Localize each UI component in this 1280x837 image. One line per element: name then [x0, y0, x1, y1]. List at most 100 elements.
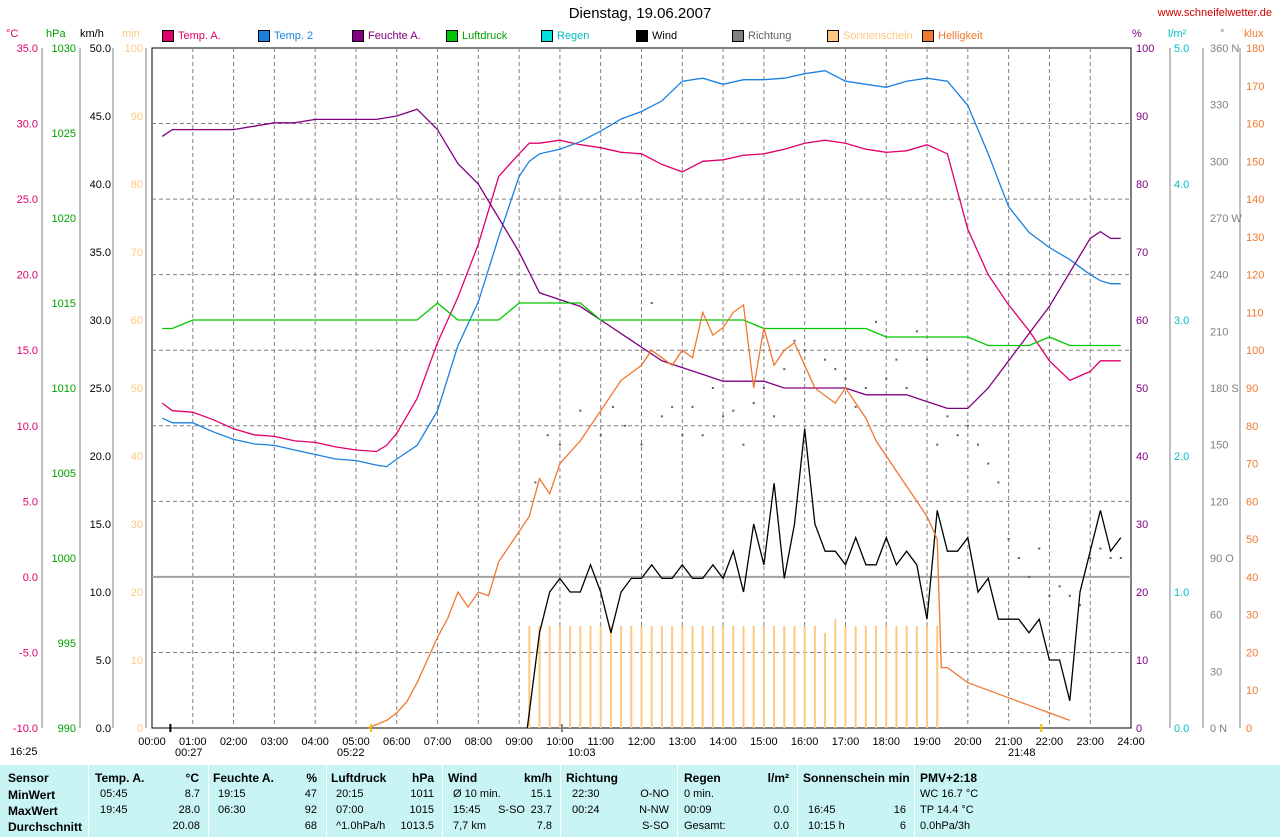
axis-tick-label: 35.0	[17, 43, 38, 55]
stats-header: Wind	[448, 771, 478, 785]
axis-tick-label: 70	[1246, 459, 1258, 471]
direction-point	[1058, 585, 1061, 588]
direction-point	[1119, 557, 1122, 559]
direction-point	[875, 320, 878, 323]
direction-point	[579, 409, 582, 412]
axis-tick-label: 150	[1210, 440, 1228, 452]
direction-point	[742, 443, 745, 446]
legend-item: Temp. 2	[258, 30, 313, 42]
axis-tick-label: 20.0	[17, 270, 38, 282]
column-separator	[442, 765, 443, 837]
legend-item: Helligkeit	[922, 30, 983, 42]
direction-point	[1068, 594, 1071, 597]
pressure-value: 1011	[410, 788, 434, 800]
x-tick-label: 05:00	[342, 736, 370, 748]
stats-header: Luftdruck	[331, 771, 387, 785]
axis-tick-label: 50	[1246, 534, 1258, 546]
time-marker-1: 00:27	[175, 747, 203, 759]
x-tick-label: 12:00	[628, 736, 656, 748]
direction-point	[1048, 594, 1051, 597]
axis-tick-label: 15.0	[90, 519, 111, 531]
axis-tick-label: 60	[1136, 315, 1148, 327]
axis-tick-label: 60	[1246, 496, 1258, 508]
axis-tick-label: 50.0	[90, 43, 111, 55]
axis-tick-label: 3.0	[1174, 315, 1189, 327]
column-separator	[560, 765, 561, 837]
axis-tick-label: 1025	[52, 128, 76, 140]
direction-point	[987, 462, 990, 465]
x-tick-label: 09:00	[505, 736, 533, 748]
axis-tick-label: 995	[58, 638, 76, 650]
axis-tick-label: 130	[1246, 232, 1264, 244]
direction-point	[660, 415, 663, 418]
series-line-helligkeit	[367, 303, 1071, 729]
axis-tick-label: 60	[131, 315, 143, 327]
axis-tick-label: 120	[1210, 496, 1228, 508]
stats-row-label: Durchschnitt	[8, 820, 83, 834]
legend-label: Regen	[557, 30, 590, 42]
wind-time: Ø 10 min.	[453, 788, 501, 800]
series-line-temp-2	[161, 70, 1121, 468]
stats-header: Richtung	[566, 771, 618, 785]
direction-point	[599, 434, 602, 437]
axis-tick-label: 80	[1136, 179, 1148, 191]
axis-tick-label: 4.0	[1174, 179, 1189, 191]
axis-tick-label: 90	[1136, 111, 1148, 123]
column-separator	[797, 765, 798, 837]
axis-tick-label: 1030	[52, 43, 76, 55]
axis-tick-label: 20	[1136, 587, 1148, 599]
direction-point	[558, 443, 561, 446]
direction-point	[864, 387, 867, 389]
pmv-value: TP 14.4 °C	[920, 804, 974, 816]
axis-tick-label: 50	[1136, 383, 1148, 395]
axis-tick-label: 100	[1136, 43, 1154, 55]
axis-tick-label: 25.0	[90, 383, 111, 395]
direction-point	[895, 358, 898, 361]
pmv-value: WC 16.7 °C	[920, 788, 979, 800]
pressure-time: 07:00	[336, 804, 364, 816]
column-separator	[208, 765, 209, 837]
legend-swatch	[446, 30, 458, 42]
axis-tick-label: 360 N	[1210, 43, 1239, 55]
axis-tick-label: 1000	[52, 553, 76, 565]
sunset-label: 21:48	[1008, 747, 1036, 759]
humidity-value: 47	[304, 788, 317, 800]
axis-tick-label: 110	[1246, 307, 1264, 319]
axis-tick-label: 0 N	[1210, 723, 1227, 735]
axis-unit-label: °C	[6, 28, 18, 40]
pmv-value: 0.0hPa/3h	[920, 820, 971, 832]
axis-tick-label: 5.0	[23, 496, 38, 508]
legend-swatch	[258, 30, 270, 42]
direction-point	[915, 330, 918, 333]
rain-time: 00:09	[684, 804, 712, 816]
axis-tick-label: 10	[131, 655, 143, 667]
axis-tick-label: 30	[131, 519, 143, 531]
axis-tick-label: 10	[1136, 655, 1148, 667]
humidity-value: 68	[304, 820, 317, 832]
axis-tick-label: 0.0	[96, 723, 111, 735]
axis-tick-label: 300	[1210, 156, 1228, 168]
x-tick-label: 22:00	[1036, 736, 1064, 748]
axis-tick-label: 20	[1246, 647, 1258, 659]
axis-tick-label: 1.0	[1174, 587, 1189, 599]
pressure-time: 20:15	[336, 788, 364, 800]
axis-tick-label: 30.0	[90, 315, 111, 327]
series-line-feuchte-a-	[161, 108, 1121, 410]
x-tick-label: 19:00	[913, 736, 941, 748]
direction-time: 00:24	[572, 804, 600, 816]
x-tick-label: 17:00	[832, 736, 860, 748]
site-url[interactable]: www.schneifelwetter.de	[1157, 7, 1272, 19]
x-tick-label: 20:00	[954, 736, 982, 748]
humidity-value: 92	[304, 804, 317, 816]
axis-tick-label: 80	[131, 179, 143, 191]
time-marker-2: 10:03	[568, 747, 596, 759]
x-tick-label: 24:00	[1117, 736, 1145, 748]
axis-unit-label: l/m²	[1168, 28, 1187, 40]
direction-point	[803, 349, 806, 352]
direction-value: N-NW	[639, 804, 669, 816]
pressure-value: 1013.5	[400, 820, 434, 832]
x-tick-label: 06:00	[383, 736, 411, 748]
wind-value: 15.1	[530, 788, 552, 800]
axis-tick-label: 0	[1136, 723, 1142, 735]
axis-tick-label: 40	[1136, 451, 1148, 463]
